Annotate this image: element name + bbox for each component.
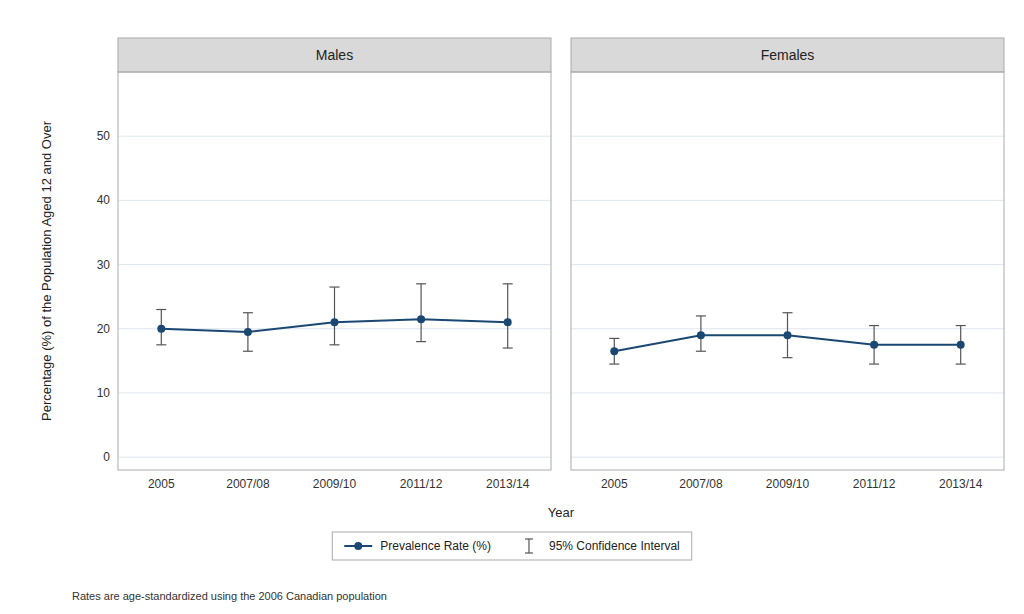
- grid-line: [571, 264, 1004, 265]
- error-bar-cap: [956, 325, 966, 326]
- error-bar: [696, 316, 706, 351]
- error-bar-cap: [416, 341, 426, 342]
- error-bar-cap: [696, 315, 706, 316]
- error-bar-cap: [783, 357, 793, 358]
- error-bar: [416, 284, 426, 342]
- footnote: Rates are age-standardized using the 200…: [72, 590, 387, 602]
- legend-marker: [354, 542, 362, 550]
- grid-line: [571, 200, 1004, 201]
- legend-box: [332, 532, 691, 560]
- grid-line: [118, 136, 551, 137]
- grid-line: [571, 136, 1004, 137]
- y-tick-label: 30: [97, 258, 111, 272]
- series-line: [161, 319, 507, 332]
- x-tick-label: 2013/14: [939, 477, 983, 491]
- legend-ci-cap: [525, 538, 533, 539]
- x-tick-label: 2007/08: [679, 477, 723, 491]
- legend-label: 95% Confidence Interval: [549, 539, 680, 553]
- panel-header: [571, 38, 1004, 72]
- panel: Males 0 10 20 30 40 50 2005 2007/08 2009/10 2011/1…: [97, 38, 551, 491]
- point: [244, 328, 252, 336]
- error-bar: [243, 313, 253, 352]
- legend: Prevalence Rate (%) 95% Confidence Interv…: [332, 532, 691, 560]
- error-bar-cap: [156, 344, 166, 345]
- y-tick-label: 40: [97, 193, 111, 207]
- error-bar-cap: [503, 347, 513, 348]
- data-group: [609, 313, 965, 364]
- grid-line: [571, 392, 1004, 393]
- error-bar-cap: [956, 363, 966, 364]
- x-tick-label: 2009/10: [766, 477, 810, 491]
- grid-line: [118, 457, 551, 458]
- x-tick-label: 2011/12: [400, 477, 443, 491]
- x-tick-label: 2009/10: [313, 477, 357, 491]
- point: [331, 318, 339, 326]
- error-bar: [503, 284, 513, 348]
- data-group: [156, 284, 512, 351]
- error-bar-cap: [609, 363, 619, 364]
- legend-ci-cap: [525, 552, 533, 553]
- panel-title: Females: [761, 47, 815, 63]
- point: [157, 325, 165, 333]
- error-bar-cap: [696, 351, 706, 352]
- point: [784, 331, 792, 339]
- x-tick-label: 2005: [601, 477, 628, 491]
- point: [417, 315, 425, 323]
- x-tick-label: 2005: [148, 477, 175, 491]
- error-bar-stem: [507, 284, 508, 348]
- point: [697, 331, 705, 339]
- panel-header: [118, 38, 551, 72]
- error-bar-stem: [334, 287, 335, 345]
- error-bar-cap: [869, 325, 879, 326]
- y-tick-label: 20: [97, 322, 111, 336]
- plot-frame: [118, 72, 551, 470]
- x-axis-label: Year: [548, 505, 575, 520]
- error-bar-cap: [330, 286, 340, 287]
- error-bar: [609, 338, 619, 364]
- error-bar-cap: [783, 312, 793, 313]
- x-tick-label: 2007/08: [226, 477, 270, 491]
- error-bar-cap: [330, 344, 340, 345]
- panel-title: Males: [316, 47, 353, 63]
- error-bar-cap: [156, 309, 166, 310]
- legend-ci: [528, 539, 529, 553]
- legend-label: Prevalence Rate (%): [380, 539, 491, 553]
- error-bar: [869, 326, 879, 365]
- error-bar: [956, 326, 966, 365]
- point: [504, 318, 512, 326]
- x-tick-label: 2011/12: [853, 477, 896, 491]
- error-bar-cap: [243, 312, 253, 313]
- grid-line: [118, 264, 551, 265]
- chart: Males 0 10 20 30 40 50 2005 2007/08 2009/10 2011/1…: [0, 0, 1024, 614]
- error-bar: [330, 287, 340, 345]
- error-bar: [156, 310, 166, 345]
- point: [957, 341, 965, 349]
- grid-line: [571, 457, 1004, 458]
- y-tick-label: 0: [103, 450, 110, 464]
- y-tick-label: 10: [97, 386, 111, 400]
- error-bar-cap: [869, 363, 879, 364]
- point: [610, 347, 618, 355]
- panel: Females 2005 2007/08 2009/10 2011/12 2013/14: [571, 38, 1004, 491]
- grid-line: [118, 392, 551, 393]
- grid-line: [118, 200, 551, 201]
- error-bar-cap: [243, 351, 253, 352]
- point: [870, 341, 878, 349]
- error-bar-cap: [416, 283, 426, 284]
- plot-frame: [571, 72, 1004, 470]
- y-axis-label: Percentage (%) of the Population Aged 12…: [39, 120, 54, 421]
- error-bar-cap: [609, 338, 619, 339]
- x-tick-label: 2013/14: [486, 477, 530, 491]
- background: [0, 0, 1024, 614]
- y-tick-label: 50: [97, 129, 111, 143]
- error-bar: [783, 313, 793, 358]
- error-bar-stem: [421, 284, 422, 342]
- error-bar-cap: [503, 283, 513, 284]
